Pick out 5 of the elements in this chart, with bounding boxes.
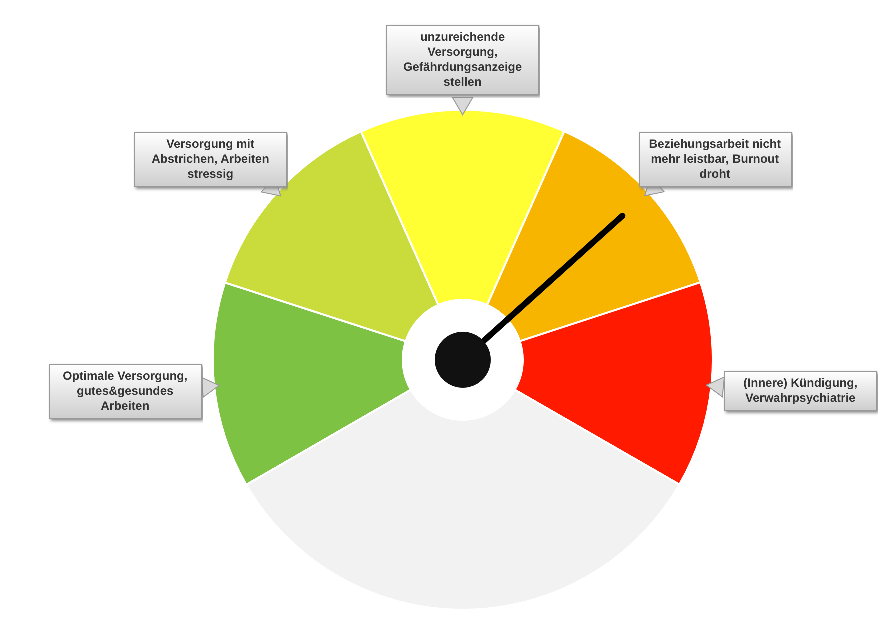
slice-label: unzureichende Versorgung, Gefährdungsanzeige stellen <box>386 25 540 95</box>
slice-label: Beziehungsarbeit nicht mehr leistbar, Burnout droht <box>638 132 792 187</box>
slice-label: (Innere) Kündigung, Verwahrpsychiatrie <box>724 371 878 412</box>
slice-label: Optimale Versorgung, gutes&gesundes Arbeiten <box>48 364 202 419</box>
slice-label: Versorgung mit Abstrichen, Arbeiten stressig <box>134 132 288 187</box>
